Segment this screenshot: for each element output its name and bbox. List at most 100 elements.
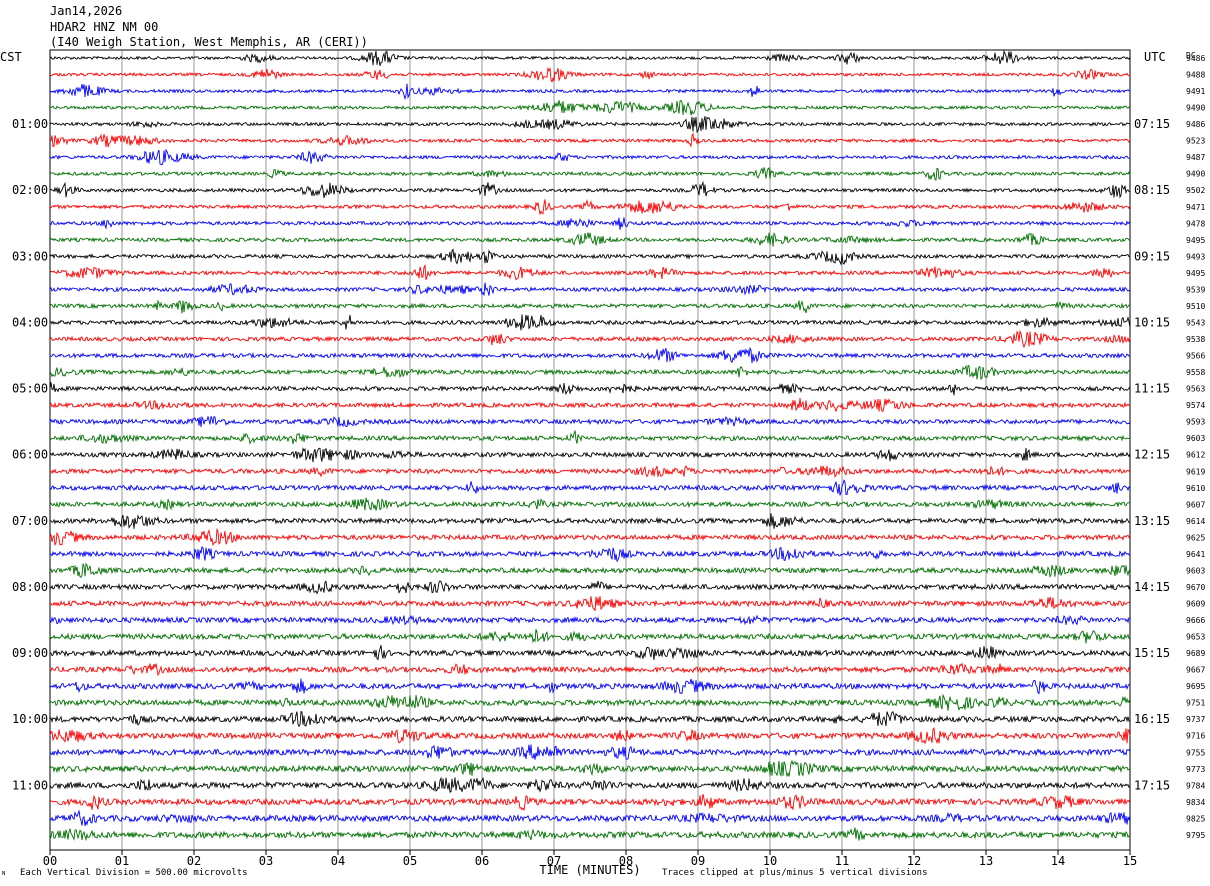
x-tick-label: 02 <box>187 854 201 868</box>
hour-label-right: 16:15 <box>1134 712 1170 726</box>
dc-offset-label: 9543 <box>1186 318 1205 327</box>
trace-line <box>49 794 1131 812</box>
hour-label-right: 11:15 <box>1134 382 1170 396</box>
dc-offset-label: 9653 <box>1186 633 1205 642</box>
trace-line <box>49 263 1131 281</box>
trace-line <box>49 465 1131 478</box>
dc-offset-label: 9695 <box>1186 682 1205 691</box>
dc-offset-label: 9495 <box>1186 269 1205 278</box>
dc-offset-label: 9610 <box>1186 484 1205 493</box>
trace-line <box>49 382 1131 396</box>
header-date: Jan14,2026 <box>50 4 122 18</box>
trace-line <box>49 580 1131 595</box>
hour-label-left: 01:00 <box>12 117 48 131</box>
trace-line <box>49 545 1131 563</box>
x-tick-label: 00 <box>43 854 57 868</box>
trace-line <box>49 447 1131 463</box>
hour-label-right: 17:15 <box>1134 778 1170 792</box>
dc-offset-label: 9795 <box>1186 831 1205 840</box>
trace-line <box>49 479 1131 496</box>
dc-offset-label: 9619 <box>1186 467 1205 476</box>
dc-offset-labels: 9486 9488 9491 9490 9486 9523 9487 9490 9502 9471… <box>1186 54 1205 840</box>
trace-line <box>49 180 1131 199</box>
trace-line <box>49 711 1131 728</box>
trace-line <box>49 629 1131 644</box>
trace-group <box>49 49 1131 842</box>
dc-header: DC <box>1186 51 1196 60</box>
hour-label-right: 15:15 <box>1134 646 1170 660</box>
dc-offset-label: 9666 <box>1186 616 1205 625</box>
hour-label-left: 02:00 <box>12 183 48 197</box>
trace-line <box>49 148 1131 166</box>
dc-offset-label: 9488 <box>1186 71 1205 80</box>
dc-offset-label: 9487 <box>1186 153 1205 162</box>
dc-offset-label: 9593 <box>1186 418 1205 427</box>
dc-offset-label: 9558 <box>1186 368 1205 377</box>
dc-offset-label: 9502 <box>1186 186 1205 195</box>
hour-label-right: 13:15 <box>1134 514 1170 528</box>
trace-line <box>49 314 1131 331</box>
trace-line <box>49 645 1131 661</box>
trace-line <box>49 83 1130 101</box>
dc-offset-label: 9689 <box>1186 649 1205 658</box>
trace-line <box>49 116 1131 134</box>
trace-line <box>49 596 1131 611</box>
dc-offset-label: 9625 <box>1186 533 1205 542</box>
hour-label-left: 04:00 <box>12 315 48 329</box>
dc-offset-label: 9471 <box>1186 203 1205 212</box>
dc-offset-label: 9538 <box>1186 335 1205 344</box>
hour-label-right: 07:15 <box>1134 117 1170 131</box>
trace-line <box>49 282 1131 297</box>
dc-offset-label: 9641 <box>1186 550 1205 559</box>
trace-line <box>49 166 1131 181</box>
x-tick-label: 01 <box>115 854 129 868</box>
x-tick-label: 05 <box>403 854 417 868</box>
x-axis-label: TIME (MINUTES) <box>539 863 640 877</box>
dc-offset-label: 9510 <box>1186 302 1205 311</box>
x-tick-label: 10 <box>763 854 777 868</box>
x-tick-label: 03 <box>259 854 273 868</box>
trace-line <box>49 198 1131 216</box>
trace-line <box>49 562 1131 578</box>
clip-note: Traces clipped at plus/minus 5 vertical … <box>662 868 928 878</box>
trace-line <box>49 678 1130 695</box>
x-tick-label: 12 <box>907 854 921 868</box>
trace-line <box>49 49 1131 66</box>
dc-offset-label: 9755 <box>1186 748 1205 757</box>
dc-offset-label: 9493 <box>1186 252 1205 261</box>
x-tick-label: 14 <box>1051 854 1065 868</box>
trace-line <box>49 66 1131 83</box>
hour-label-right: 10:15 <box>1134 315 1170 329</box>
trace-line <box>49 364 1131 381</box>
dc-offset-label: 9667 <box>1186 666 1205 675</box>
dc-offset-label: 9563 <box>1186 385 1205 394</box>
dc-offset-label: 9784 <box>1186 781 1205 790</box>
trace-line <box>49 759 1131 778</box>
trace-line <box>49 727 1131 745</box>
dc-offset-label: 9491 <box>1186 87 1205 96</box>
trace-line <box>49 346 1131 364</box>
dc-offset-label: 9495 <box>1186 236 1205 245</box>
dc-offset-label: 9737 <box>1186 715 1205 724</box>
corner-mark: ᴺ <box>1 871 6 881</box>
trace-line <box>49 776 1131 793</box>
dc-offset-label: 9486 <box>1186 120 1205 129</box>
x-tick-label: 09 <box>691 854 705 868</box>
dc-offset-label: 9751 <box>1186 699 1205 708</box>
trace-line <box>49 232 1131 247</box>
hour-label-left: 03:00 <box>12 249 48 263</box>
plot-frame <box>49 49 1131 851</box>
scale-note: Each Vertical Division = 500.00 microvol… <box>20 868 248 878</box>
hour-label-left: 06:00 <box>12 448 48 462</box>
trace-line <box>49 809 1131 827</box>
trace-line <box>49 744 1131 760</box>
dc-offset-label: 9716 <box>1186 732 1205 741</box>
trace-line <box>49 614 1131 626</box>
right-zone-label: UTC <box>1144 50 1166 64</box>
trace-line <box>50 513 1131 529</box>
hour-label-right: 14:15 <box>1134 580 1170 594</box>
x-tick-label: 13 <box>979 854 993 868</box>
trace-line <box>49 527 1131 547</box>
dc-offset-label: 9523 <box>1186 137 1205 146</box>
